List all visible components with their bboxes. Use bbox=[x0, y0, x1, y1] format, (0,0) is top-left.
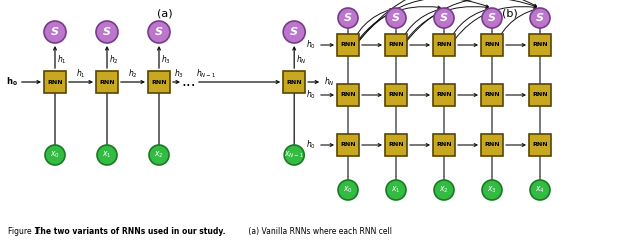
Text: (b): (b) bbox=[502, 8, 518, 18]
Text: RNN: RNN bbox=[99, 80, 115, 85]
FancyBboxPatch shape bbox=[385, 34, 407, 56]
Text: S: S bbox=[155, 27, 163, 37]
Circle shape bbox=[530, 180, 550, 200]
Text: S: S bbox=[536, 13, 544, 23]
Text: $h_0$: $h_0$ bbox=[306, 139, 316, 151]
Circle shape bbox=[386, 180, 406, 200]
Text: $x_0$: $x_0$ bbox=[50, 150, 60, 160]
Text: $\mathbf{h_0}$: $\mathbf{h_0}$ bbox=[6, 76, 18, 88]
Text: RNN: RNN bbox=[532, 142, 548, 147]
Text: $x_2$: $x_2$ bbox=[439, 185, 449, 195]
Text: S: S bbox=[488, 13, 496, 23]
Circle shape bbox=[284, 145, 304, 165]
FancyBboxPatch shape bbox=[385, 84, 407, 106]
Text: RNN: RNN bbox=[532, 93, 548, 98]
Circle shape bbox=[148, 21, 170, 43]
FancyBboxPatch shape bbox=[44, 71, 66, 93]
Text: RNN: RNN bbox=[484, 93, 500, 98]
FancyBboxPatch shape bbox=[283, 71, 305, 93]
Text: S: S bbox=[103, 27, 111, 37]
Text: $x_4$: $x_4$ bbox=[535, 185, 545, 195]
Text: $x_1$: $x_1$ bbox=[102, 150, 112, 160]
FancyBboxPatch shape bbox=[337, 84, 359, 106]
Text: $x_2$: $x_2$ bbox=[154, 150, 164, 160]
Text: $h_2$: $h_2$ bbox=[128, 68, 138, 80]
Text: $x_{N-1}$: $x_{N-1}$ bbox=[284, 150, 304, 160]
Text: $h_0$: $h_0$ bbox=[306, 89, 316, 101]
Circle shape bbox=[434, 180, 454, 200]
Text: RNN: RNN bbox=[340, 93, 356, 98]
Text: $h_0$: $h_0$ bbox=[306, 39, 316, 51]
Text: RNN: RNN bbox=[436, 93, 452, 98]
FancyBboxPatch shape bbox=[433, 34, 455, 56]
Text: (a) Vanilla RNNs where each RNN cell: (a) Vanilla RNNs where each RNN cell bbox=[246, 227, 392, 236]
FancyBboxPatch shape bbox=[148, 71, 170, 93]
Text: RNN: RNN bbox=[47, 80, 63, 85]
FancyBboxPatch shape bbox=[433, 84, 455, 106]
Text: Figure 1:: Figure 1: bbox=[8, 227, 44, 236]
Text: $h_1$: $h_1$ bbox=[76, 68, 86, 80]
FancyBboxPatch shape bbox=[96, 71, 118, 93]
Text: RNN: RNN bbox=[151, 80, 167, 85]
FancyBboxPatch shape bbox=[481, 34, 503, 56]
FancyBboxPatch shape bbox=[529, 134, 551, 156]
FancyBboxPatch shape bbox=[529, 34, 551, 56]
Circle shape bbox=[45, 145, 65, 165]
Text: RNN: RNN bbox=[532, 42, 548, 47]
Circle shape bbox=[283, 21, 305, 43]
Text: RNN: RNN bbox=[484, 142, 500, 147]
FancyBboxPatch shape bbox=[385, 134, 407, 156]
Text: RNN: RNN bbox=[340, 42, 356, 47]
Circle shape bbox=[530, 8, 550, 28]
Text: ...: ... bbox=[182, 74, 196, 89]
FancyBboxPatch shape bbox=[529, 84, 551, 106]
Text: $h_2$: $h_2$ bbox=[109, 54, 119, 66]
Text: $h_N$: $h_N$ bbox=[324, 76, 335, 88]
Circle shape bbox=[96, 21, 118, 43]
Text: S: S bbox=[392, 13, 400, 23]
Text: S: S bbox=[290, 27, 298, 37]
Circle shape bbox=[482, 8, 502, 28]
Circle shape bbox=[386, 8, 406, 28]
Text: RNN: RNN bbox=[340, 142, 356, 147]
FancyBboxPatch shape bbox=[337, 134, 359, 156]
Circle shape bbox=[44, 21, 66, 43]
Text: (a): (a) bbox=[157, 8, 173, 18]
Text: The two variants of RNNs used in our study.: The two variants of RNNs used in our stu… bbox=[35, 227, 225, 236]
Text: RNN: RNN bbox=[388, 93, 404, 98]
FancyBboxPatch shape bbox=[481, 84, 503, 106]
Circle shape bbox=[149, 145, 169, 165]
Text: $h_3$: $h_3$ bbox=[174, 68, 184, 80]
Circle shape bbox=[338, 8, 358, 28]
Text: RNN: RNN bbox=[436, 42, 452, 47]
Text: S: S bbox=[440, 13, 448, 23]
FancyBboxPatch shape bbox=[481, 134, 503, 156]
Text: $h_1$: $h_1$ bbox=[57, 54, 67, 66]
Text: S: S bbox=[344, 13, 352, 23]
Text: $x_3$: $x_3$ bbox=[487, 185, 497, 195]
Text: RNN: RNN bbox=[484, 42, 500, 47]
Circle shape bbox=[434, 8, 454, 28]
Text: $h_N$: $h_N$ bbox=[296, 54, 307, 66]
Circle shape bbox=[338, 180, 358, 200]
Text: S: S bbox=[51, 27, 59, 37]
Text: RNN: RNN bbox=[286, 80, 302, 85]
Circle shape bbox=[97, 145, 117, 165]
Text: RNN: RNN bbox=[436, 142, 452, 147]
FancyBboxPatch shape bbox=[433, 134, 455, 156]
Text: $h_{N-1}$: $h_{N-1}$ bbox=[196, 68, 216, 80]
Circle shape bbox=[482, 180, 502, 200]
Text: $h_3$: $h_3$ bbox=[161, 54, 171, 66]
Text: $x_1$: $x_1$ bbox=[391, 185, 401, 195]
Text: $x_0$: $x_0$ bbox=[343, 185, 353, 195]
Text: RNN: RNN bbox=[388, 42, 404, 47]
FancyBboxPatch shape bbox=[337, 34, 359, 56]
Text: RNN: RNN bbox=[388, 142, 404, 147]
